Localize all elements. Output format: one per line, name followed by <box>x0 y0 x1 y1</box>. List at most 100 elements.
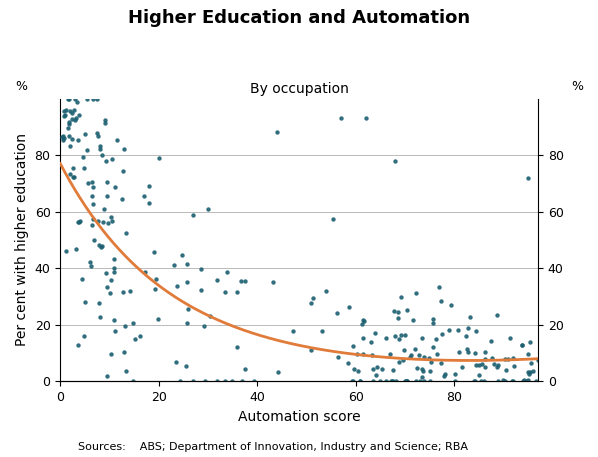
Point <box>79 165 89 172</box>
Point <box>150 248 159 255</box>
Point <box>394 336 404 343</box>
Text: %: % <box>16 80 28 93</box>
Point <box>100 120 109 127</box>
Point <box>70 117 80 124</box>
Point <box>86 258 95 266</box>
Point <box>321 287 331 295</box>
Point <box>402 307 411 314</box>
Point <box>87 179 97 186</box>
X-axis label: Automation score: Automation score <box>238 410 361 424</box>
Point <box>111 327 120 335</box>
Point <box>93 133 103 140</box>
Point <box>135 333 145 340</box>
Point <box>437 330 447 337</box>
Point <box>288 327 298 334</box>
Point <box>493 378 502 385</box>
Point <box>371 371 380 378</box>
Point <box>87 192 97 199</box>
Point <box>417 373 427 380</box>
Point <box>389 378 398 385</box>
Point <box>130 335 140 343</box>
Point <box>182 319 192 326</box>
Point <box>509 362 519 370</box>
Point <box>518 378 528 385</box>
Point <box>154 154 164 162</box>
Point <box>139 192 148 199</box>
Point <box>74 218 83 226</box>
Point <box>436 360 446 367</box>
Point <box>232 343 242 351</box>
Point <box>414 351 424 358</box>
Point <box>480 363 490 371</box>
Point <box>59 135 69 142</box>
Point <box>398 357 407 364</box>
Point <box>102 284 112 291</box>
Point <box>317 327 327 335</box>
Point <box>470 350 480 357</box>
Point <box>96 142 105 149</box>
Point <box>126 287 135 295</box>
Point <box>419 354 428 361</box>
Point <box>328 215 337 223</box>
Point <box>59 112 69 119</box>
Point <box>517 341 526 348</box>
Point <box>349 342 358 350</box>
Point <box>88 222 97 229</box>
Point <box>368 378 377 385</box>
Point <box>332 309 342 317</box>
Point <box>523 174 533 181</box>
Point <box>61 106 71 113</box>
Point <box>109 268 118 276</box>
Point <box>478 361 487 368</box>
Point <box>74 341 83 349</box>
Point <box>523 351 533 358</box>
Point <box>188 378 198 385</box>
Point <box>492 311 502 318</box>
Point <box>508 378 518 385</box>
Point <box>97 243 107 250</box>
Point <box>505 334 515 341</box>
Point <box>63 95 72 102</box>
Point <box>347 378 356 385</box>
Point <box>432 351 441 358</box>
Point <box>78 154 88 161</box>
Point <box>463 324 472 331</box>
Point <box>144 199 154 207</box>
Point <box>89 95 98 102</box>
Point <box>88 183 97 190</box>
Point <box>72 115 81 122</box>
Point <box>75 218 85 225</box>
Text: %: % <box>571 80 583 93</box>
Point <box>457 364 466 371</box>
Point <box>463 349 473 356</box>
Point <box>183 305 193 313</box>
Text: Sources:    ABS; Department of Innovation, Industry and Science; RBA: Sources: ABS; Department of Innovation, … <box>78 442 468 452</box>
Point <box>355 378 364 385</box>
Point <box>400 378 410 385</box>
Point <box>428 319 438 327</box>
Point <box>441 370 450 377</box>
Point <box>524 368 533 375</box>
Point <box>361 115 371 122</box>
Point <box>436 298 446 305</box>
Point <box>94 299 103 306</box>
Point <box>402 378 411 385</box>
Point <box>70 174 80 181</box>
Point <box>396 331 405 339</box>
Point <box>249 378 258 385</box>
Point <box>424 355 434 362</box>
Point <box>274 368 283 375</box>
Point <box>382 378 391 385</box>
Point <box>80 298 90 306</box>
Point <box>336 115 346 122</box>
Point <box>101 270 111 277</box>
Point <box>401 378 411 385</box>
Point <box>88 200 97 207</box>
Point <box>395 358 404 366</box>
Point <box>386 378 395 385</box>
Point <box>182 278 191 286</box>
Point <box>82 147 91 154</box>
Point <box>212 277 222 284</box>
Point <box>440 372 449 379</box>
Point <box>366 339 376 346</box>
